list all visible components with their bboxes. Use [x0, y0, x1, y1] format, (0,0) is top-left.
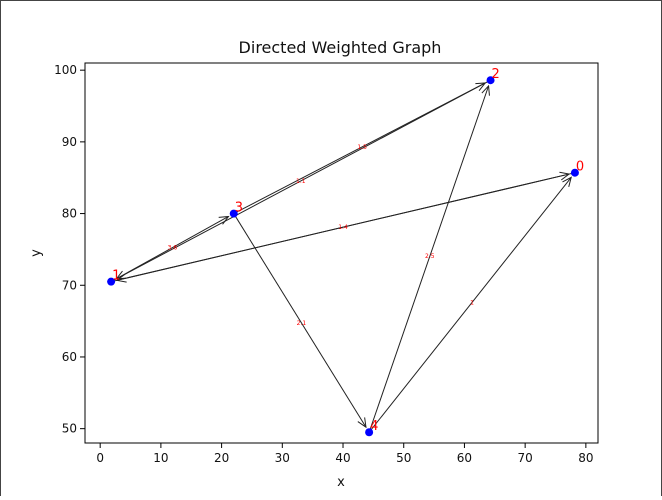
- x-tick-label: 20: [214, 451, 229, 465]
- x-axis-label: x: [337, 475, 345, 490]
- x-tick-label: 0: [96, 451, 104, 465]
- node-labels-layer: 0 1 2 3 4: [112, 67, 584, 434]
- edge-3-4: [233, 213, 367, 428]
- node-label-0: 0: [576, 160, 584, 175]
- node-label-1: 1: [112, 269, 120, 284]
- edge-weight-label: 1: [470, 299, 474, 306]
- x-tick-label: 10: [153, 451, 168, 465]
- y-tick-label: 80: [62, 207, 77, 221]
- node-label-3: 3: [235, 201, 243, 216]
- x-axis-ticks: 0 10 20 30 40 50 60 70 80: [96, 443, 593, 465]
- node-label-4: 4: [370, 419, 378, 434]
- x-tick-label: 40: [335, 451, 350, 465]
- edge-0-1: [116, 172, 576, 281]
- x-tick-label: 70: [518, 451, 533, 465]
- y-tick-label: 60: [62, 350, 77, 364]
- edge-2-1: [116, 79, 491, 280]
- y-tick-label: 70: [62, 278, 77, 292]
- edge-weight-labels: 1.4 3.6 1.5 1.1 2.1 2.5 1: [168, 144, 474, 327]
- edge-arrowhead: [562, 176, 572, 188]
- edge-weight-label: 1.1: [296, 178, 306, 185]
- y-tick-label: 90: [62, 135, 77, 149]
- node-1: [107, 277, 116, 286]
- edges-layer: [110, 79, 576, 433]
- node-0: [570, 168, 579, 177]
- edge-arrowhead: [115, 270, 127, 280]
- edge-weight-label: 1.4: [338, 224, 348, 231]
- chart-title: Directed Weighted Graph: [239, 38, 442, 57]
- edge-weight-label: 2.5: [425, 253, 435, 260]
- node-4: [365, 428, 374, 437]
- edge-arrowhead: [357, 417, 367, 429]
- plot-area: [84, 62, 599, 444]
- node-2: [486, 76, 495, 85]
- x-tick-label: 80: [578, 451, 593, 465]
- y-tick-label: 100: [54, 63, 77, 77]
- edge-4-2: [368, 85, 490, 433]
- nodes-layer: [107, 76, 579, 437]
- edge-weight-label: 1.5: [357, 144, 367, 151]
- y-axis-ticks: 50 60 70 80 90 100: [54, 63, 85, 436]
- node-3: [229, 209, 238, 218]
- edge-arrowhead: [481, 84, 490, 96]
- y-axis-label: y: [29, 249, 44, 257]
- edge-weight-label: 3.6: [168, 245, 178, 252]
- edge-weight-label: 2.1: [297, 320, 307, 327]
- x-tick-label: 60: [457, 451, 472, 465]
- y-tick-label: 50: [62, 422, 77, 436]
- node-label-2: 2: [492, 67, 500, 82]
- edge-4-0: [368, 177, 572, 433]
- x-tick-label: 50: [396, 451, 411, 465]
- x-tick-label: 30: [275, 451, 290, 465]
